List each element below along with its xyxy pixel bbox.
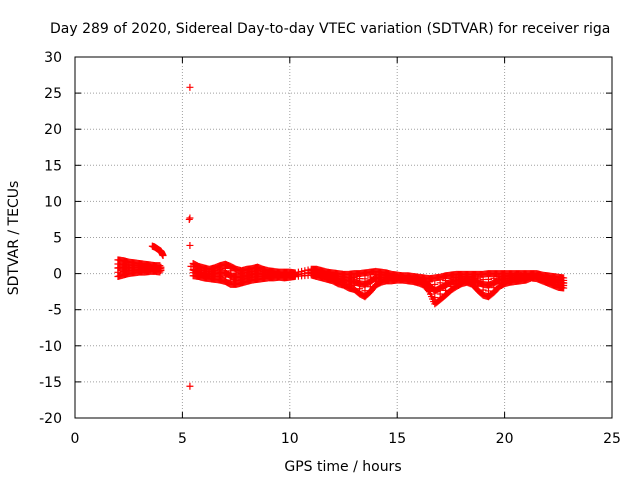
data-point [159,252,167,260]
plot-points [114,83,568,390]
data-point [243,268,251,276]
data-point [495,273,503,281]
data-point [431,293,439,301]
y-tick-label: 20 [44,122,62,138]
data-point [221,265,229,273]
data-point [227,267,235,275]
data-point [442,277,450,285]
x-tick-label: 10 [281,431,299,447]
data-point [216,265,224,273]
data-point [157,263,165,271]
data-point [237,270,245,278]
data-point [544,274,552,282]
data-point [254,266,262,274]
data-point [323,270,331,278]
data-point [200,266,208,274]
data-point [340,273,347,281]
data-point [425,278,433,286]
data-point [554,276,562,284]
data-point [436,279,444,287]
data-point [468,273,476,281]
data-point [259,268,267,276]
data-point [538,272,546,280]
data-point [560,276,568,284]
y-tick-label: 25 [44,86,62,102]
data-point [318,269,326,277]
data-point [474,274,482,282]
data-point [313,267,321,275]
x-tick-label: 20 [496,431,514,447]
x-tick-label: 25 [603,431,621,447]
data-point [404,273,412,281]
grid [75,57,612,418]
data-point [248,267,256,275]
data-point [490,274,498,282]
data-point [431,287,439,295]
data-point [420,276,428,284]
outlier-point [185,215,193,223]
y-tick-label: -5 [48,303,62,319]
data-point [361,275,369,283]
y-tick-label: 10 [44,194,62,210]
data-point [447,275,455,283]
data-point [205,268,213,276]
data-point [415,275,423,283]
x-axis-label: GPS time / hours [284,459,401,475]
y-axis-label: SDTVAR / TECUs [6,181,22,296]
y-tick-label: 15 [44,158,62,174]
data-point [484,275,492,283]
y-tick-label: 5 [53,231,62,247]
outlier-point [186,214,194,222]
data-point [361,287,369,295]
data-point [350,274,358,282]
x-tick-label: 5 [178,431,187,447]
outlier-point [186,241,194,249]
data-point [361,281,369,289]
data-point [334,272,342,280]
y-ticks: -20 -15 -10 -5 0 5 10 15 20 25 30 [39,50,612,427]
chart-title: Day 289 of 2020, Sidereal Day-to-day VTE… [50,21,610,37]
y-tick-label: 30 [44,50,62,66]
data-point [533,271,541,279]
data-point [119,260,127,268]
y-tick-label: -10 [39,339,62,355]
data-point [409,274,417,282]
outlier-point [186,83,194,91]
x-ticks: 0 5 10 15 20 25 [71,57,621,447]
data-point [549,275,557,283]
y-tick-label: 0 [53,267,62,283]
data-point [189,263,197,271]
y-tick-label: -15 [39,375,62,391]
x-tick-label: 15 [388,431,406,447]
x-tick-label: 0 [71,431,80,447]
data-point [211,267,219,275]
data-point [232,269,240,277]
data-point [452,273,460,281]
outlier-point [186,382,194,390]
data-point [366,273,374,281]
data-point [291,270,299,278]
data-point [329,271,337,279]
data-point [431,280,439,288]
data-point [195,265,203,273]
y-tick-label: -20 [39,411,62,427]
data-point [382,271,390,279]
